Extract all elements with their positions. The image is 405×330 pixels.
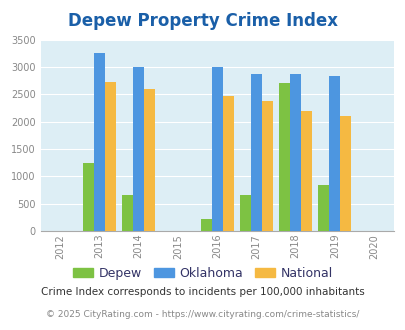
Bar xyxy=(328,76,340,231)
Bar xyxy=(290,74,301,231)
Bar xyxy=(133,67,144,231)
Bar xyxy=(250,74,261,231)
Text: © 2025 CityRating.com - https://www.cityrating.com/crime-statistics/: © 2025 CityRating.com - https://www.city… xyxy=(46,310,359,319)
Text: Depew Property Crime Index: Depew Property Crime Index xyxy=(68,13,337,30)
Bar xyxy=(239,195,250,231)
Bar xyxy=(105,82,116,231)
Bar xyxy=(200,219,211,231)
Bar xyxy=(122,195,133,231)
Bar xyxy=(211,67,222,231)
Bar xyxy=(222,96,233,231)
Bar xyxy=(94,53,105,231)
Bar xyxy=(318,184,328,231)
Bar xyxy=(261,101,272,231)
Text: Crime Index corresponds to incidents per 100,000 inhabitants: Crime Index corresponds to incidents per… xyxy=(41,287,364,297)
Bar xyxy=(279,83,290,231)
Bar xyxy=(144,89,155,231)
Legend: Depew, Oklahoma, National: Depew, Oklahoma, National xyxy=(68,262,337,285)
Bar xyxy=(301,111,311,231)
Bar xyxy=(340,115,351,231)
Bar xyxy=(83,163,94,231)
